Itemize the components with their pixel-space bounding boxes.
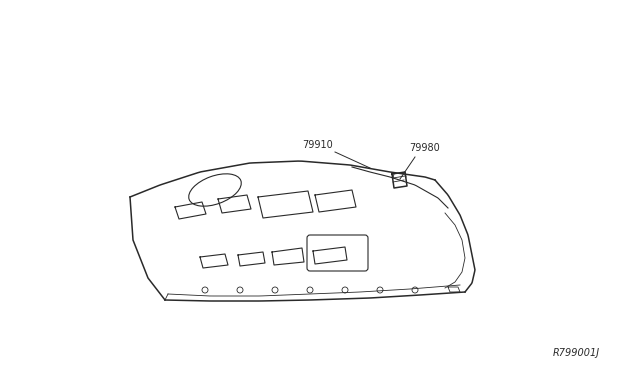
Text: R799001J: R799001J — [553, 348, 600, 358]
Text: 79910: 79910 — [303, 140, 333, 150]
Text: 79980: 79980 — [410, 143, 440, 153]
